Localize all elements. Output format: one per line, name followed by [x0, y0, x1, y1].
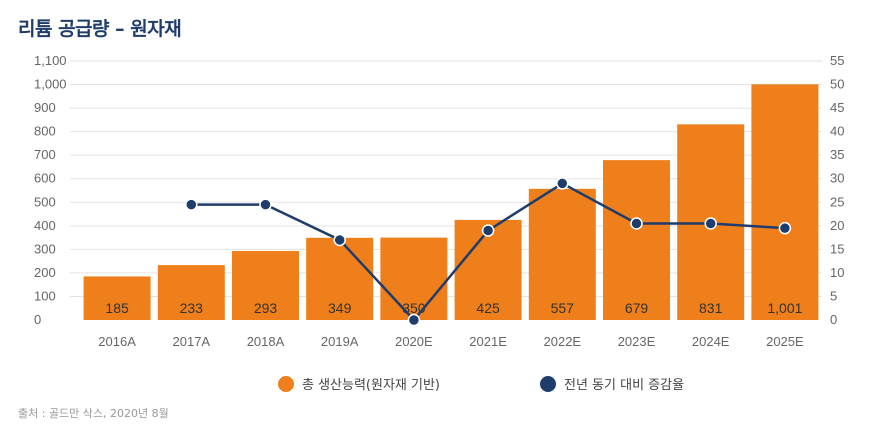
bar [603, 160, 670, 320]
bar [306, 237, 374, 320]
bar-value-label: 557 [551, 300, 575, 316]
left-tick-label: 0 [34, 312, 41, 327]
right-tick-label: 55 [830, 53, 844, 68]
growth-point [481, 224, 495, 237]
bar [528, 188, 596, 320]
growth-point [185, 198, 198, 211]
legend-item-capacity: 총 생산능력(원자재 기반) [278, 374, 440, 393]
left-tick-label: 700 [34, 147, 56, 162]
bar [157, 265, 225, 320]
bar [232, 251, 299, 320]
bar [751, 84, 819, 320]
x-axis-ticks: 2016A 2017A 2018A 2019A 2020E 2021E 2022E 2023E… [98, 334, 804, 349]
right-tick-label: 50 [830, 77, 844, 92]
left-tick-label: 500 [34, 194, 56, 209]
bar [380, 237, 448, 320]
growth-point [407, 313, 421, 327]
right-tick-label: 10 [830, 265, 844, 280]
x-tick-label: 2019A [321, 334, 359, 349]
legend-item-growth: 전년 동기 대비 증감율 [540, 374, 684, 393]
right-tick-label: 45 [830, 100, 844, 115]
left-tick-label: 1,100 [34, 53, 67, 68]
legend-label-capacity: 총 생산능력(원자재 기반) [302, 378, 441, 393]
chart: 185 233 293 349 350 425 557 679 831 1,001 0100200… [34, 53, 844, 349]
bar-value-label: 233 [180, 300, 204, 316]
growth-point [556, 177, 569, 190]
right-tick-label: 5 [830, 288, 837, 303]
growth-point [704, 217, 717, 230]
growth-point [778, 221, 792, 235]
left-tick-label: 900 [34, 100, 56, 115]
source-note: 출처 : 골드만 삭스, 2020년 8월 [18, 407, 169, 420]
bar-value-label: 185 [105, 300, 129, 316]
right-axis-ticks: 0 5 10 15 20 25 30 35 40 45 50 55 [830, 53, 844, 327]
x-tick-label: 2018A [247, 334, 285, 349]
x-tick-label: 2023E [618, 334, 656, 349]
bar-value-label: 293 [254, 300, 278, 316]
left-tick-label: 400 [34, 218, 56, 233]
legend-label-growth: 전년 동기 대비 증감율 [564, 378, 685, 393]
growth-line [185, 177, 792, 327]
bar [83, 276, 151, 320]
left-tick-label: 600 [34, 171, 56, 186]
right-tick-label: 25 [830, 194, 844, 209]
right-tick-label: 35 [830, 147, 844, 162]
left-axis-ticks: 0 100 200 300 400 500 600 700 800 900 1,000 1,100 [34, 53, 67, 327]
right-tick-label: 40 [830, 124, 844, 139]
left-tick-label: 200 [34, 265, 56, 280]
bar-value-label: 679 [625, 300, 649, 316]
x-tick-label: 2016A [98, 334, 136, 349]
legend-orange-dot [278, 375, 294, 392]
growth-point [259, 198, 272, 211]
left-tick-label: 800 [34, 124, 56, 139]
x-tick-label: 2022E [544, 334, 582, 349]
right-tick-label: 0 [830, 312, 837, 327]
right-tick-label: 20 [830, 218, 844, 233]
left-tick-label: 300 [34, 241, 56, 256]
x-tick-label: 2025E [766, 334, 804, 349]
bar-value-label: 425 [476, 300, 500, 316]
growth-point [333, 233, 346, 247]
right-tick-label: 30 [830, 171, 844, 186]
right-tick-label: 15 [830, 241, 844, 256]
bar-value-label: 831 [699, 300, 723, 316]
chart-title: 리튬 공급량 – 원자재 [18, 18, 182, 40]
left-tick-label: 1,000 [34, 77, 67, 92]
x-tick-label: 2020E [395, 334, 433, 349]
bar-value-label: 1,001 [767, 300, 802, 316]
x-tick-label: 2021E [469, 334, 507, 349]
legend-navy-dot [540, 375, 556, 392]
growth-point [630, 217, 643, 230]
x-tick-label: 2024E [692, 334, 730, 349]
bar-value-label: 349 [328, 300, 352, 316]
legend: 총 생산능력(원자재 기반) 전년 동기 대비 증감율 [0, 374, 882, 398]
left-tick-label: 100 [34, 288, 56, 303]
x-tick-label: 2017A [173, 334, 211, 349]
